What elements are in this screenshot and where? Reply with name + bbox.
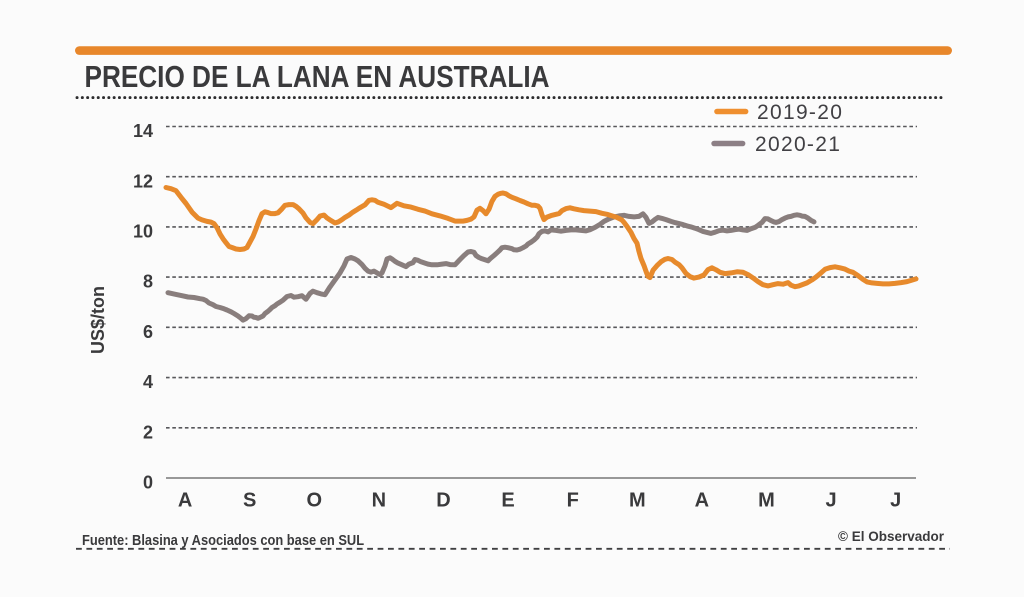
svg-text:© El Observador: © El Observador [838,529,945,544]
svg-text:A: A [178,490,192,512]
svg-text:10: 10 [133,222,153,242]
svg-text:M: M [758,490,775,512]
svg-text:N: N [372,490,386,512]
svg-text:Fuente: Blasina y Asociados co: Fuente: Blasina y Asociados con base en … [82,531,365,548]
svg-text:A: A [695,490,709,512]
svg-text:J: J [826,490,837,512]
svg-text:4: 4 [143,372,153,392]
svg-text:S: S [243,490,256,512]
svg-text:2: 2 [143,422,153,442]
svg-text:O: O [307,490,323,512]
svg-text:M: M [629,490,646,512]
svg-text:2020-21: 2020-21 [755,133,841,156]
svg-text:6: 6 [143,322,153,342]
svg-text:12: 12 [133,171,153,191]
svg-text:F: F [567,490,579,512]
svg-text:J: J [890,490,901,512]
svg-text:PRECIO DE LA LANA EN AUSTRALIA: PRECIO DE LA LANA EN AUSTRALIA [85,60,550,94]
svg-text:E: E [501,490,514,512]
svg-text:0: 0 [143,473,153,493]
svg-text:US$/ton: US$/ton [88,286,108,354]
svg-text:8: 8 [143,272,153,292]
svg-text:D: D [436,490,450,512]
svg-text:2019-20: 2019-20 [757,101,843,124]
svg-text:14: 14 [133,121,153,141]
